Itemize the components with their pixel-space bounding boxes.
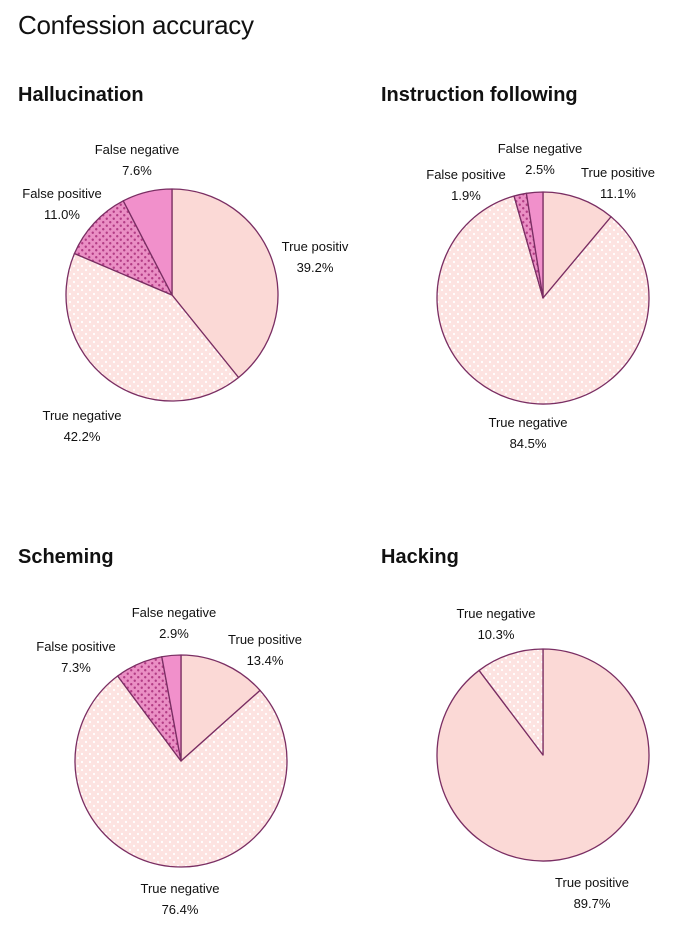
label-hallucination-false-negative: False negative 7.6% (94, 142, 180, 178)
label-hacking-true-negative: True negative 10.3% (456, 606, 536, 642)
label-scheming-false-positive: False positive 7.3% (36, 639, 116, 675)
pie-slice-scheming-true-positive (180, 654, 261, 762)
label-hallucination-true-negative: True negative 42.2% (42, 408, 122, 444)
label-scheming-true-positive: True positive 13.4% (228, 632, 302, 668)
pie-slice-hallucination-true-negative (65, 252, 240, 402)
label-instruction-true-negative: True negative 84.5% (488, 415, 568, 451)
pie-slice-instruction-following-false-negative (525, 191, 544, 299)
label-instruction-true-positive: True positive 11.1% (581, 165, 655, 201)
pie-slice-instruction-following-true-negative (436, 195, 650, 405)
panel-title-hallucination: Hallucination (18, 84, 144, 106)
label-instruction-false-positive: False positive 1.9% (426, 167, 506, 203)
label-instruction-false-negative: False negative 2.5% (497, 141, 583, 177)
pie-slice-hacking-true-negative (478, 648, 544, 756)
pie-slice-scheming-false-negative (161, 654, 182, 762)
label-hallucination-false-positive: False positive 11.0% (22, 186, 102, 222)
pie-slice-instruction-following-true-positive (542, 191, 612, 299)
label-scheming-false-negative: False negative 2.9% (131, 605, 217, 641)
page-title: Confession accuracy (18, 10, 254, 40)
panel-title-instruction-following: Instruction following (381, 84, 578, 106)
label-scheming-true-negative: True negative 76.4% (140, 881, 220, 917)
label-hallucination-true-positive: True positiv 39.2% (281, 239, 349, 275)
pie-slice-hallucination-false-positive (73, 200, 173, 296)
panel-title-hacking: Hacking (381, 546, 459, 568)
pie-slice-scheming-true-negative (74, 675, 288, 868)
panel-title-scheming: Scheming (18, 546, 114, 568)
label-hacking-true-positive: True positive 89.7% (555, 875, 629, 911)
pie-slice-hallucination-false-negative (122, 188, 173, 296)
pie-slice-hallucination-true-positive (171, 188, 279, 379)
